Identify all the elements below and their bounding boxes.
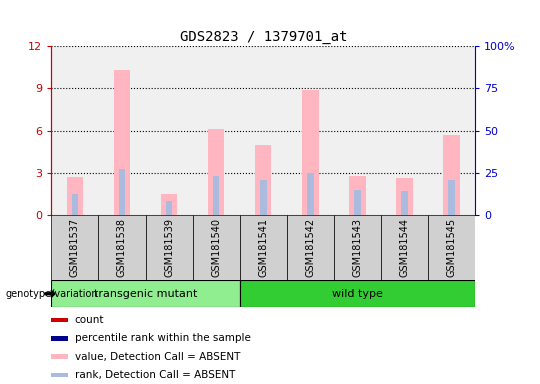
Text: GSM181543: GSM181543 [353, 218, 362, 277]
Bar [51, 280, 240, 307]
Bar [51, 373, 68, 377]
Bar [208, 129, 225, 215]
Text: wild type: wild type [332, 289, 383, 299]
Title: GDS2823 / 1379701_at: GDS2823 / 1379701_at [179, 30, 347, 44]
Bar [255, 145, 272, 215]
Bar [354, 190, 361, 215]
Text: GSM181541: GSM181541 [258, 218, 268, 277]
Bar [161, 194, 177, 215]
Text: percentile rank within the sample: percentile rank within the sample [75, 333, 251, 343]
Bar [51, 318, 68, 322]
Text: GSM181540: GSM181540 [211, 218, 221, 277]
Bar [119, 169, 125, 215]
Bar [334, 215, 381, 280]
Bar [240, 215, 287, 280]
Bar [66, 177, 83, 215]
Bar [443, 135, 460, 215]
Text: value, Detection Call = ABSENT: value, Detection Call = ABSENT [75, 352, 240, 362]
Text: transgenic mutant: transgenic mutant [94, 289, 197, 299]
Bar [349, 175, 366, 215]
Bar [302, 90, 319, 215]
Text: count: count [75, 315, 104, 325]
Text: GSM181539: GSM181539 [164, 218, 174, 277]
Bar [287, 215, 334, 280]
Bar [51, 215, 98, 280]
Bar [51, 354, 68, 359]
Text: GSM181544: GSM181544 [400, 218, 409, 277]
Bar [98, 215, 145, 280]
Bar [213, 175, 219, 215]
Bar [114, 70, 130, 215]
Text: GSM181545: GSM181545 [447, 218, 457, 277]
Text: GSM181538: GSM181538 [117, 218, 127, 277]
Bar [166, 201, 172, 215]
Text: genotype/variation: genotype/variation [5, 289, 98, 299]
Bar [401, 191, 408, 215]
Bar [51, 336, 68, 341]
Text: rank, Detection Call = ABSENT: rank, Detection Call = ABSENT [75, 370, 235, 380]
Bar [448, 180, 455, 215]
Text: GSM181542: GSM181542 [305, 218, 315, 277]
Bar [428, 215, 475, 280]
Bar [260, 180, 267, 215]
Bar [307, 173, 314, 215]
Bar [193, 215, 240, 280]
Text: GSM181537: GSM181537 [70, 218, 80, 277]
Bar [396, 179, 413, 215]
Bar [381, 215, 428, 280]
Bar [240, 280, 475, 307]
Bar [72, 194, 78, 215]
Bar [145, 215, 193, 280]
